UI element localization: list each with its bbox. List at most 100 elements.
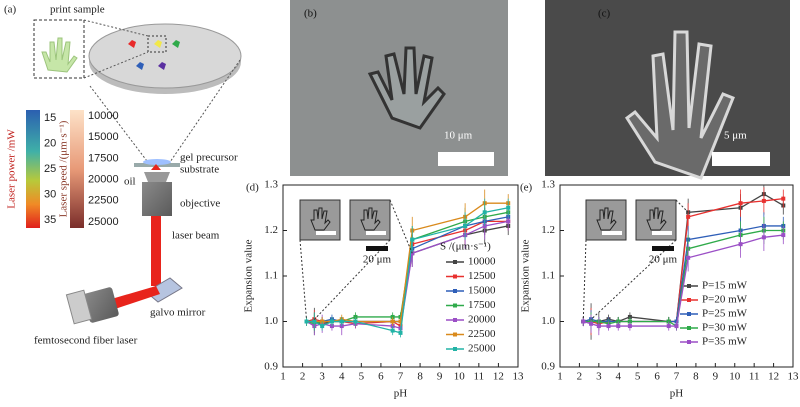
legend-label: P=35 mW — [702, 336, 748, 348]
scale-bar — [438, 152, 494, 166]
scale-bar — [712, 152, 770, 166]
marker — [398, 319, 403, 324]
marker — [320, 324, 325, 329]
inset-pointer — [590, 239, 677, 320]
inset-pointer — [389, 199, 413, 254]
legend-label: 20000 — [468, 314, 496, 326]
legend-label: 15000 — [468, 285, 496, 297]
marker — [506, 205, 511, 210]
colorbar-tick-label: 15 — [44, 112, 56, 124]
y-tick-label: 1.0 — [264, 315, 278, 327]
legend-marker — [453, 260, 457, 264]
marker — [398, 330, 403, 335]
marker — [410, 237, 415, 242]
label: oil — [124, 176, 136, 188]
zoom-line — [83, 51, 149, 79]
marker — [482, 210, 487, 215]
cone-line — [167, 59, 241, 166]
colorbar-tick-label: 20 — [44, 137, 56, 149]
legend-marker — [453, 274, 457, 279]
x-tick-label: 2 — [577, 371, 583, 383]
legend-marker — [687, 326, 691, 330]
scale-bar — [366, 246, 388, 251]
x-tick-label: 10 — [454, 371, 466, 383]
legend-marker — [687, 340, 691, 344]
inset-hand — [360, 207, 381, 231]
x-tick-label: 10 — [729, 371, 741, 383]
label: femtosecond fiber laser — [34, 335, 138, 347]
objective-tip — [144, 172, 170, 182]
inset-hand — [596, 207, 617, 231]
legend-marker — [687, 284, 691, 288]
marker — [781, 196, 786, 201]
inset-pointer — [675, 199, 689, 213]
marker — [666, 324, 671, 329]
marker — [506, 219, 511, 224]
legend-label: 12500 — [468, 270, 496, 282]
marker — [312, 319, 317, 324]
galvo-mirror — [145, 277, 183, 303]
colorbar-tick-label: 15000 — [88, 131, 119, 143]
colorbar-tick-label: 25 — [44, 163, 56, 175]
marker — [738, 242, 743, 247]
inset-pointer — [582, 239, 587, 320]
legend-marker — [453, 318, 457, 322]
speed-colorbar — [70, 110, 84, 228]
x-tick-label: 2 — [300, 371, 306, 383]
legend-label: 17500 — [468, 299, 496, 311]
marker — [390, 319, 395, 324]
marker — [390, 328, 395, 333]
gel — [143, 159, 171, 165]
y-tick-label: 1.2 — [264, 224, 278, 236]
marker — [581, 319, 586, 324]
marker — [686, 255, 691, 260]
colorbar-tick-label: 25000 — [88, 216, 119, 228]
marker — [353, 319, 358, 324]
marker — [304, 319, 309, 324]
x-tick-label: 9 — [713, 371, 719, 383]
zoom-box — [147, 35, 167, 53]
hand-dot — [154, 40, 162, 48]
x-tick-label: 12 — [768, 371, 779, 383]
beam-focus — [151, 164, 161, 170]
inset-hand — [646, 207, 667, 231]
legend-marker — [687, 312, 691, 316]
objective-body — [142, 182, 172, 216]
panel-b: (b) 10 μm — [290, 0, 508, 176]
zoom-line — [83, 19, 149, 37]
y-tick-label: 1.3 — [541, 179, 555, 191]
marker — [761, 235, 766, 240]
x-tick-label: 8 — [417, 371, 423, 383]
legend-marker — [687, 298, 691, 302]
marker — [596, 324, 601, 329]
x-tick-label: 1 — [280, 371, 286, 383]
label: gel precursor — [180, 152, 238, 164]
axis-label: Laser power /mW — [6, 129, 18, 209]
x-tick-label: 6 — [378, 371, 384, 383]
legend-label: P=25 mW — [702, 308, 748, 320]
scale-label: 20 μm — [363, 254, 392, 266]
colorbar-tick-label: 22500 — [88, 195, 119, 207]
sample-box — [33, 19, 85, 79]
label: galvo mirror — [150, 307, 206, 319]
scale-label: 5 μm — [724, 130, 747, 142]
y-axis-label: Expansion value — [520, 239, 532, 312]
marker — [589, 321, 594, 326]
inset-hand — [310, 207, 331, 231]
laser-head — [83, 287, 119, 323]
scale-label: 10 μm — [444, 130, 473, 142]
panel-c: (c) 5 μm — [545, 0, 790, 180]
x-tick-label: 11 — [474, 371, 485, 383]
inset-scale-bar — [652, 231, 672, 235]
panel-label: (e) — [520, 182, 533, 194]
marker — [686, 214, 691, 219]
scale-bar — [652, 246, 674, 251]
marker — [339, 319, 344, 324]
x-tick-label: 3 — [596, 371, 602, 383]
panel-a: (a) print sample Laser power /mW Laser s… — [4, 4, 242, 347]
x-tick-label: 3 — [319, 371, 325, 383]
colorbar-tick-label: 30 — [44, 188, 56, 200]
series-line — [583, 229, 784, 328]
panel-label: (b) — [304, 8, 317, 20]
x-tick-label: 9 — [437, 371, 443, 383]
